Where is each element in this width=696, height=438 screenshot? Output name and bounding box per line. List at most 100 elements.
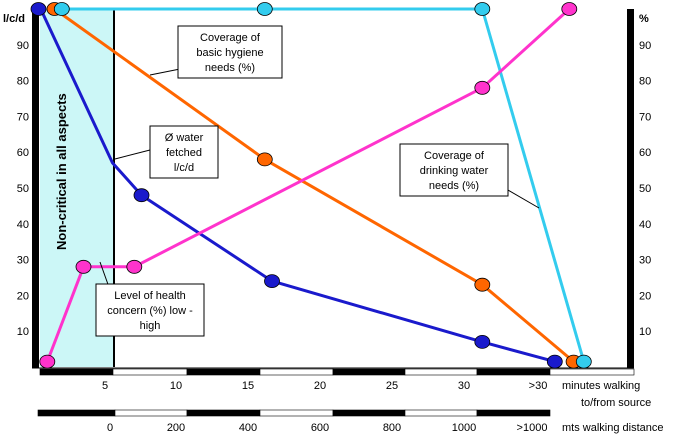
left-tick-label: 70	[17, 111, 29, 123]
minutes-tick-label: 30	[458, 380, 470, 392]
distance-axis-segment	[37, 409, 116, 417]
series-line-drinking	[61, 7, 586, 363]
right-tick-label: 70	[639, 111, 651, 123]
callout-drinking-line3: needs (%)	[429, 180, 479, 192]
left-axis-bar	[32, 9, 39, 368]
marker-drinking	[575, 354, 592, 369]
marker-water-fetched	[264, 274, 280, 289]
minutes-axis-segment	[404, 368, 478, 376]
callout-water-line3: l/c/d	[174, 162, 194, 174]
distance-tick-label: 800	[383, 422, 401, 434]
left-tick-labels: 10 20 30 40 50 60 70 80 90	[17, 40, 29, 338]
distance-axis-segment	[404, 409, 478, 417]
callout-hygiene-box	[177, 25, 283, 79]
left-y-axis: 10 20 30 40 50 60 70 80 90 l/c/d	[3, 9, 39, 368]
callout-health: Level of health concern (%) low - high	[95, 261, 205, 337]
minutes-axis-segment	[259, 368, 334, 376]
distance-axis-segment	[114, 409, 188, 417]
right-tick-label: 40	[639, 219, 651, 231]
band-label: Non-critical in all aspects	[54, 93, 69, 250]
distance-axis-segment	[332, 409, 406, 417]
callout-water-line2: fetched	[166, 147, 202, 159]
callout-health-line1: Level of health	[114, 290, 186, 302]
marker-hygiene	[474, 277, 491, 292]
distance-tick-label: 0	[107, 422, 113, 434]
left-axis-label: l/c/d	[3, 13, 25, 25]
marker-water-fetched	[546, 354, 563, 369]
minutes-axis-segment	[332, 368, 406, 376]
minutes-axis-segment	[476, 368, 551, 376]
right-tick-label: 20	[639, 290, 651, 302]
right-tick-label: 90	[639, 40, 651, 52]
callout-water-pointer	[114, 149, 151, 160]
series-line-hygiene	[53, 7, 575, 363]
distance-axis-label: mts walking distance	[562, 422, 664, 434]
minutes-axis-label-line2: to/from source	[581, 397, 651, 409]
distance-axis-segment	[259, 409, 334, 417]
callout-drinking-box	[399, 143, 509, 197]
left-tick-label: 80	[17, 76, 29, 88]
right-tick-labels: 10 20 30 40 50 60 70 80 90	[639, 40, 651, 338]
marker-health	[474, 80, 491, 95]
minutes-axis-segment	[549, 368, 635, 376]
right-tick-label: 60	[639, 147, 651, 159]
callout-hygiene-line2: basic hygiene	[196, 47, 263, 59]
right-axis-bar	[627, 9, 634, 368]
callout-water-line1: Ø water	[165, 132, 204, 144]
distance-tick-label: 1000	[452, 422, 476, 434]
distance-tick-label: 400	[239, 422, 257, 434]
callout-hygiene-line1: Coverage of	[200, 32, 261, 44]
minutes-tick-label: 20	[314, 380, 326, 392]
marker-water-fetched	[474, 334, 491, 349]
marker-water-fetched	[133, 188, 150, 203]
right-tick-label: 50	[639, 183, 651, 195]
distance-tick-labels: 0 200 400 600 800 1000 >1000	[107, 422, 548, 434]
distance-axis-segment	[476, 409, 551, 417]
callout-hygiene-line3: needs (%)	[205, 62, 255, 74]
minutes-axis-segment	[186, 368, 261, 376]
minutes-axis-bar	[39, 368, 635, 376]
distance-tick-label: 600	[311, 422, 329, 434]
distance-tick-label: >1000	[517, 422, 548, 434]
marker-drinking	[53, 2, 70, 16]
callout-water: Ø water fetched l/c/d	[114, 125, 219, 179]
left-tick-label: 30	[17, 255, 29, 267]
marker-hygiene	[256, 152, 273, 167]
series-markers	[30, 2, 592, 369]
callout-drinking-pointer	[507, 189, 540, 209]
callout-water-box	[149, 125, 219, 179]
minutes-tick-label: 10	[170, 380, 182, 392]
callout-health-line2: concern (%) low -	[107, 305, 193, 317]
left-tick-label: 90	[17, 40, 29, 52]
callout-health-line3: high	[140, 320, 161, 332]
right-tick-label: 80	[639, 76, 651, 88]
marker-drinking	[256, 2, 273, 16]
distance-axis-bar	[37, 409, 551, 417]
left-tick-label: 60	[17, 147, 29, 159]
minutes-tick-labels: 5 10 15 20 25 30 >30	[102, 380, 547, 392]
marker-health	[561, 2, 578, 16]
left-tick-label: 50	[17, 183, 29, 195]
marker-water-fetched	[30, 2, 47, 16]
minutes-tick-label: 15	[242, 380, 254, 392]
distance-axis-segment	[186, 409, 261, 417]
left-tick-label: 10	[17, 326, 29, 338]
right-tick-label: 10	[639, 326, 651, 338]
right-axis-label: %	[639, 13, 649, 25]
minutes-axis-segment	[112, 368, 188, 376]
right-y-axis: 10 20 30 40 50 60 70 80 90 %	[627, 9, 651, 368]
right-tick-label: 30	[639, 255, 651, 267]
distance-tick-label: 200	[167, 422, 185, 434]
callout-drinking-line1: Coverage of	[424, 150, 485, 162]
marker-health	[126, 259, 143, 274]
left-tick-label: 40	[17, 219, 29, 231]
minutes-axis-label-line1: minutes walking	[562, 380, 640, 392]
callout-drinking-line2: drinking water	[420, 165, 489, 177]
callout-hygiene: Coverage of basic hygiene needs (%)	[149, 25, 283, 79]
minutes-axis-segment	[39, 368, 114, 376]
distance-axis: 0 200 400 600 800 1000 >1000 mts walking dista…	[37, 409, 664, 434]
minutes-axis: 5 10 15 20 25 30 >30 minutes walking to/from s…	[32, 367, 651, 409]
minutes-tick-label: 25	[386, 380, 398, 392]
minutes-tick-label: 5	[102, 380, 108, 392]
